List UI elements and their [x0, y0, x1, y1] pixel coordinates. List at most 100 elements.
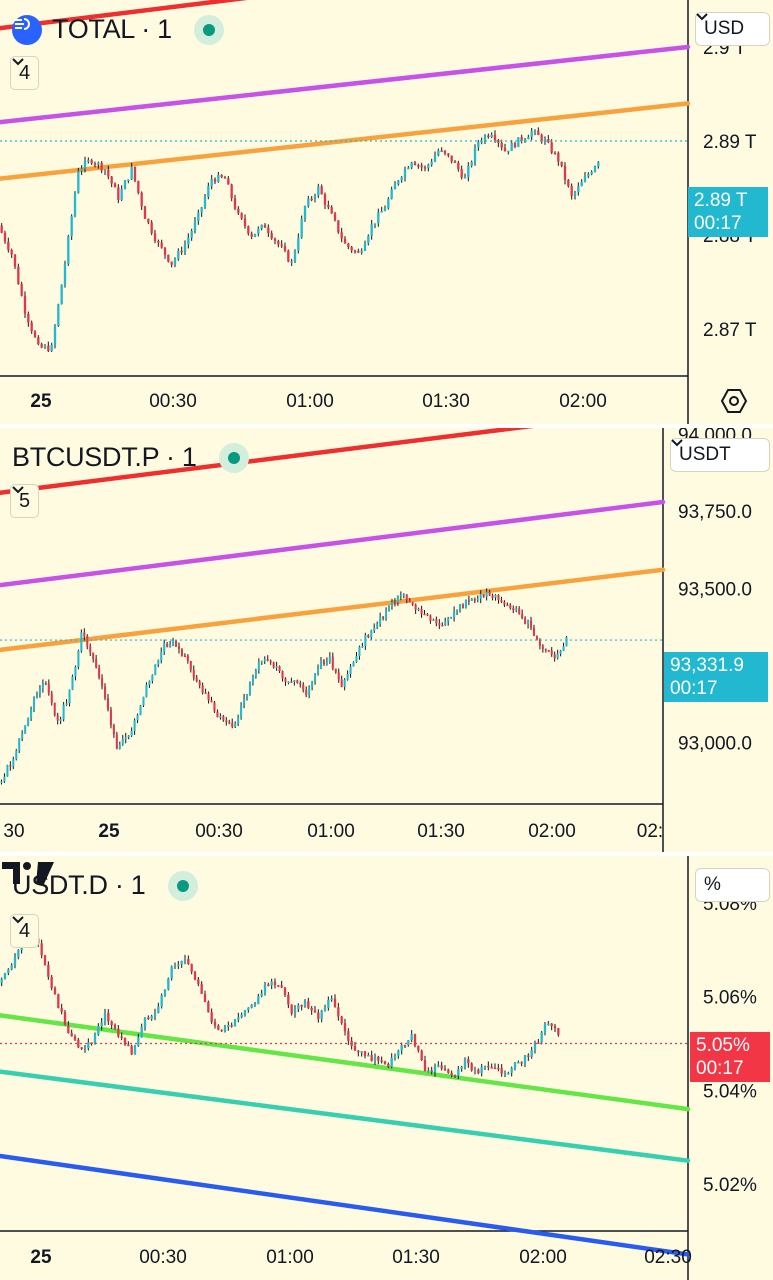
- candle: [414, 603, 417, 614]
- candle: [73, 191, 77, 218]
- candle: [360, 1051, 363, 1057]
- candle: [400, 1042, 403, 1055]
- candle: [520, 134, 523, 144]
- chart-panel-btcusdt[interactable]: 94,000.093,750.093,500.093,000.0302500:3…: [0, 428, 773, 852]
- candle: [483, 134, 487, 144]
- candle: [277, 239, 280, 248]
- candle: [216, 709, 219, 718]
- chevron-down-icon: [696, 13, 708, 21]
- candle: [461, 603, 465, 609]
- candle: [390, 598, 394, 610]
- candle: [319, 657, 323, 670]
- candle: [485, 588, 488, 601]
- candle: [443, 150, 447, 156]
- candle: [457, 1066, 460, 1080]
- candle: [480, 1063, 483, 1077]
- candle: [77, 649, 80, 670]
- tradingview-logo[interactable]: [0, 856, 56, 886]
- candle: [467, 1056, 470, 1068]
- currency-select[interactable]: USDT: [670, 438, 770, 472]
- candle: [133, 1044, 137, 1055]
- candle: [223, 1024, 227, 1033]
- candle: [515, 606, 518, 613]
- chart-canvas-usdtd[interactable]: 5.08%5.06%5.04%5.02%25 00:30 01:00 01:30 02:…: [0, 856, 773, 1280]
- time-tick-label: 30: [3, 821, 24, 842]
- indicators-toggle[interactable]: 5: [10, 484, 40, 518]
- chart-panel-usdtd[interactable]: 5.08% 5.06% 5.04% 5.02% 25 00:30 01:00 01:30 02:…: [0, 856, 773, 1280]
- channel-line-orange[interactable]: [0, 101, 691, 181]
- candle: [367, 234, 370, 246]
- symbol-header[interactable]: TOTAL · 1: [12, 14, 224, 45]
- candle: [517, 137, 520, 148]
- symbol-header[interactable]: BTCUSDT.P · 1: [12, 442, 249, 473]
- candle: [281, 670, 284, 682]
- candle: [167, 977, 170, 991]
- candle: [222, 714, 225, 722]
- candle: [170, 261, 173, 268]
- candle: [230, 1022, 233, 1028]
- candle: [550, 647, 553, 657]
- channel-line-teal[interactable]: [0, 1069, 691, 1163]
- candle: [330, 995, 333, 1002]
- channel-line-red[interactable]: [0, 428, 663, 495]
- candle: [154, 664, 157, 676]
- candle: [68, 689, 71, 707]
- candle: [476, 595, 479, 603]
- candle: [228, 719, 231, 725]
- time-tick-label: 02:00: [559, 391, 607, 412]
- chart-canvas-btcusdt[interactable]: 94,000.093,750.093,500.093,000.0302500:3…: [0, 428, 773, 852]
- candle: [293, 680, 296, 686]
- channel-line-orange[interactable]: [0, 567, 666, 653]
- candle: [503, 1070, 507, 1078]
- candle: [337, 220, 340, 234]
- candle: [10, 963, 13, 971]
- candle: [464, 599, 467, 609]
- symbol-header[interactable]: USDT.D · 1: [12, 870, 198, 901]
- currency-label: USDT: [679, 444, 731, 465]
- candle: [87, 157, 90, 164]
- channel-line-blue[interactable]: [0, 1153, 691, 1257]
- indicators-toggle[interactable]: 4: [10, 56, 40, 90]
- candle: [537, 1038, 540, 1044]
- candle: [373, 623, 376, 634]
- candle: [290, 258, 293, 266]
- candle: [257, 658, 260, 674]
- candle: [21, 730, 24, 742]
- channel-line-purple[interactable]: [0, 499, 666, 588]
- chart-panel-total[interactable]: 2.9 T2.89 T2.88 T2.87 T2500:3001:0001:30…: [0, 0, 773, 424]
- scale-unit-select[interactable]: %: [695, 868, 770, 902]
- candle: [533, 1040, 537, 1054]
- indicator-count: 4: [19, 61, 31, 84]
- candle: [253, 1001, 257, 1007]
- candle: [237, 714, 240, 726]
- channel-line-purple[interactable]: [0, 44, 691, 125]
- candle: [190, 963, 193, 975]
- channel-line-green[interactable]: [0, 1013, 691, 1112]
- candle: [50, 975, 53, 991]
- candle: [357, 248, 360, 254]
- candle: [103, 169, 107, 176]
- candle: [147, 1015, 150, 1020]
- candle: [237, 206, 240, 215]
- candle: [74, 665, 77, 681]
- candle: [410, 161, 413, 170]
- candle: [520, 1061, 523, 1067]
- candle: [383, 205, 387, 212]
- time-tick-label: 00:30: [139, 1247, 187, 1268]
- settings-hexagon-icon[interactable]: [719, 386, 749, 416]
- candle: [587, 172, 590, 179]
- chevron-down-icon: [12, 916, 24, 924]
- candle: [203, 990, 207, 1003]
- channel-line-red[interactable]: [0, 0, 688, 31]
- candle: [343, 236, 347, 244]
- candle: [0, 977, 3, 987]
- chart-canvas-total[interactable]: 2.9 T2.89 T2.88 T2.87 T2500:3001:0001:30…: [0, 0, 773, 424]
- candle: [234, 721, 237, 729]
- time-tick-label: 01:30: [417, 821, 465, 842]
- price-tick-label: 93,000.0: [678, 733, 752, 754]
- candle: [223, 175, 227, 179]
- currency-select[interactable]: USD: [695, 12, 770, 46]
- indicators-toggle[interactable]: 4: [10, 914, 40, 948]
- candle: [142, 696, 145, 708]
- candle: [373, 1053, 377, 1065]
